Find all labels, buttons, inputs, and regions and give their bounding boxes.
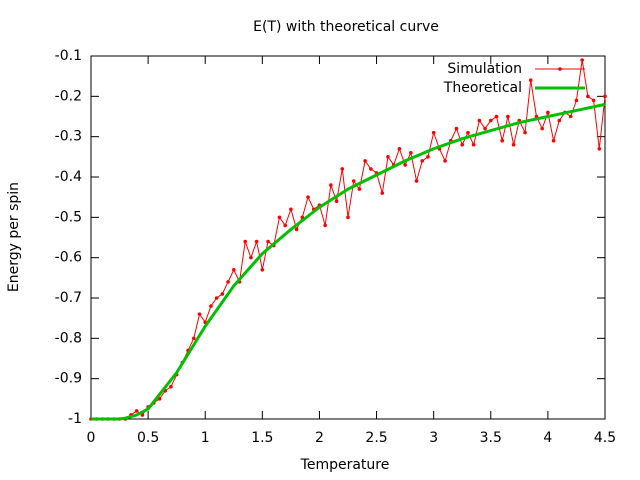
data-point xyxy=(546,110,550,115)
series-line xyxy=(91,59,606,420)
data-point xyxy=(603,94,607,99)
data-point xyxy=(306,195,310,199)
data-point xyxy=(597,146,602,151)
data-point xyxy=(483,126,487,131)
y-axis-label: Energy per spin xyxy=(6,182,22,292)
data-point xyxy=(369,167,373,171)
data-point xyxy=(380,191,385,195)
data-point xyxy=(454,126,459,131)
data-point xyxy=(557,118,562,123)
y-tick-label: -0.7 xyxy=(55,290,82,306)
data-point xyxy=(431,130,436,135)
data-point xyxy=(506,114,510,119)
data-point xyxy=(266,239,270,244)
data-point xyxy=(289,207,293,212)
data-point xyxy=(197,312,202,316)
data-point xyxy=(220,292,225,296)
x-tick-label: 1 xyxy=(201,430,210,446)
data-point xyxy=(209,304,213,308)
data-point xyxy=(403,163,407,167)
data-point xyxy=(591,98,596,103)
data-point xyxy=(169,384,173,389)
y-tick-label: -0.4 xyxy=(55,169,82,185)
data-point xyxy=(397,146,402,151)
data-point xyxy=(471,142,476,147)
data-point xyxy=(420,159,425,163)
data-point xyxy=(477,118,482,123)
data-point xyxy=(283,223,287,228)
data-point xyxy=(466,130,470,135)
data-point xyxy=(243,239,247,244)
data-point xyxy=(323,223,327,228)
legend-label: Theoretical xyxy=(443,80,522,96)
y-tick-label: -1 xyxy=(68,411,82,427)
x-tick-label: 3.5 xyxy=(480,430,502,446)
data-point xyxy=(574,98,579,103)
x-tick-label: 1.5 xyxy=(251,430,273,446)
legend-marker xyxy=(558,67,562,71)
plot-frame xyxy=(90,55,606,420)
data-point xyxy=(386,155,390,159)
data-point xyxy=(494,114,499,119)
y-tick-label: -0.9 xyxy=(55,371,82,387)
data-point xyxy=(414,179,419,183)
x-tick-label: 4.5 xyxy=(594,430,616,446)
data-point xyxy=(500,138,505,143)
data-point xyxy=(226,280,230,284)
chart-title: E(T) with theoretical curve xyxy=(253,19,439,35)
data-point xyxy=(254,239,259,244)
data-point xyxy=(294,227,299,232)
data-point xyxy=(357,187,362,191)
data-point xyxy=(409,151,413,155)
data-point xyxy=(231,267,236,272)
y-tick-label: -0.3 xyxy=(55,129,82,145)
y-tick-label: -0.5 xyxy=(55,209,82,225)
data-point xyxy=(426,155,430,159)
data-point xyxy=(249,255,253,260)
data-point xyxy=(540,126,544,131)
data-point xyxy=(134,409,139,413)
data-point xyxy=(329,183,333,187)
data-point xyxy=(260,267,265,272)
y-tick-label: -0.2 xyxy=(55,88,82,104)
y-tick-label: -0.1 xyxy=(55,48,82,64)
x-tick-label: 3 xyxy=(429,430,438,446)
data-point xyxy=(277,215,282,220)
x-axis-label: Temperature xyxy=(300,457,390,473)
x-tick-label: 2 xyxy=(315,430,324,446)
data-point xyxy=(551,138,556,143)
y-tick-label: -0.8 xyxy=(55,330,82,346)
data-point xyxy=(443,159,447,163)
series-line xyxy=(91,102,606,421)
data-point xyxy=(460,142,465,147)
x-tick-label: 0 xyxy=(87,430,96,446)
legend-label: Simulation xyxy=(447,61,522,77)
data-point xyxy=(214,296,219,300)
data-point xyxy=(488,118,493,123)
data-point xyxy=(363,159,367,163)
data-point xyxy=(334,199,339,203)
data-point xyxy=(586,94,590,99)
x-tick-label: 2.5 xyxy=(365,430,387,446)
x-tick-label: 0.5 xyxy=(137,430,159,446)
x-tick-label: 4 xyxy=(543,430,552,446)
data-point xyxy=(523,130,527,135)
data-point xyxy=(580,58,584,62)
data-point xyxy=(511,142,516,147)
y-tick-label: -0.6 xyxy=(55,250,82,266)
data-point xyxy=(192,336,196,341)
data-point xyxy=(346,215,350,220)
data-point xyxy=(528,78,533,82)
data-point xyxy=(340,167,345,171)
data-point xyxy=(568,114,573,119)
data-point xyxy=(351,179,356,183)
